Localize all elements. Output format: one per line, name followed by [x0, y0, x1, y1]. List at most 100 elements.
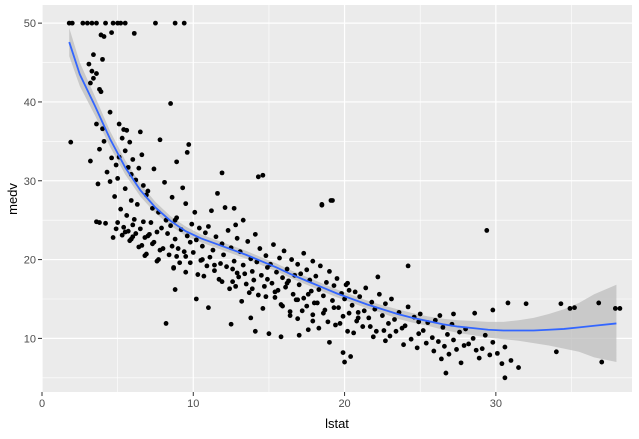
smooth-line	[68, 41, 617, 332]
data-point	[128, 198, 134, 203]
data-point	[287, 309, 293, 314]
data-point	[431, 348, 437, 354]
y-axis-title: medv	[5, 183, 20, 215]
data-point	[263, 253, 269, 259]
data-point	[274, 269, 279, 275]
data-point	[387, 333, 393, 339]
data-point	[352, 289, 358, 295]
data-point	[304, 303, 310, 309]
data-point	[445, 332, 450, 337]
data-point	[168, 101, 173, 106]
data-point	[443, 370, 449, 376]
data-point	[266, 331, 272, 337]
data-point	[122, 229, 128, 235]
data-point	[80, 20, 86, 26]
data-point	[243, 281, 249, 287]
data-point	[405, 304, 411, 310]
data-point	[295, 297, 301, 303]
data-point	[379, 313, 385, 318]
data-point	[183, 269, 189, 275]
data-point	[331, 305, 337, 311]
data-point	[340, 313, 346, 319]
data-point	[236, 274, 242, 280]
data-point	[97, 220, 102, 225]
data-point	[165, 231, 170, 236]
data-point	[334, 276, 340, 281]
data-point	[199, 257, 205, 262]
data-point	[265, 265, 270, 270]
data-point	[408, 336, 414, 342]
data-point	[502, 375, 508, 381]
data-point	[346, 287, 352, 293]
data-point	[234, 270, 240, 276]
data-point	[417, 311, 423, 317]
data-point	[320, 293, 326, 299]
data-point	[482, 332, 488, 338]
data-point	[446, 351, 452, 357]
data-point	[327, 339, 332, 345]
data-point	[516, 365, 521, 370]
data-point	[231, 205, 237, 211]
data-point	[290, 291, 296, 297]
data-point	[461, 343, 467, 348]
data-point	[301, 250, 307, 256]
data-point	[175, 246, 181, 251]
data-point	[139, 152, 145, 158]
data-point	[349, 302, 355, 308]
data-point	[442, 343, 447, 349]
data-point	[171, 265, 177, 270]
data-point	[401, 342, 406, 348]
data-point	[239, 298, 245, 304]
data-point	[473, 347, 479, 353]
data-point	[420, 328, 426, 333]
data-point	[122, 148, 128, 154]
data-point	[183, 254, 189, 259]
data-point	[440, 324, 446, 330]
data-points	[66, 20, 623, 381]
data-point	[331, 283, 337, 288]
data-point	[386, 321, 391, 326]
data-point	[124, 213, 130, 218]
data-point	[94, 20, 99, 26]
data-point	[88, 158, 93, 164]
data-point	[336, 305, 341, 311]
data-point	[180, 185, 186, 191]
data-point	[137, 129, 143, 135]
data-point	[68, 139, 74, 145]
data-point	[567, 306, 573, 311]
data-point	[416, 331, 422, 337]
data-point	[166, 252, 172, 258]
data-point	[320, 310, 326, 316]
data-point	[122, 20, 128, 26]
data-point	[159, 225, 164, 231]
data-point	[240, 262, 246, 268]
data-point	[357, 294, 363, 300]
data-point	[233, 222, 239, 228]
data-point	[260, 172, 266, 178]
data-point	[196, 225, 202, 231]
data-point	[104, 169, 110, 175]
data-point	[115, 176, 121, 181]
data-point	[399, 325, 405, 331]
data-point	[118, 206, 124, 212]
data-point	[494, 350, 500, 356]
data-point	[113, 162, 119, 168]
data-point	[438, 356, 444, 362]
data-point	[89, 20, 95, 26]
data-point	[476, 355, 482, 361]
data-point	[113, 226, 119, 232]
data-point	[137, 226, 143, 232]
data-point	[472, 310, 478, 316]
data-point	[174, 159, 180, 165]
x-tick-label: 20	[338, 398, 350, 410]
data-point	[100, 56, 105, 62]
data-point	[310, 312, 316, 318]
data-point	[429, 335, 435, 341]
data-point	[255, 292, 261, 298]
data-point	[136, 244, 142, 250]
data-point	[242, 271, 248, 277]
data-point	[221, 252, 226, 258]
data-point	[376, 291, 382, 297]
data-point	[451, 337, 456, 343]
data-point	[234, 235, 240, 241]
